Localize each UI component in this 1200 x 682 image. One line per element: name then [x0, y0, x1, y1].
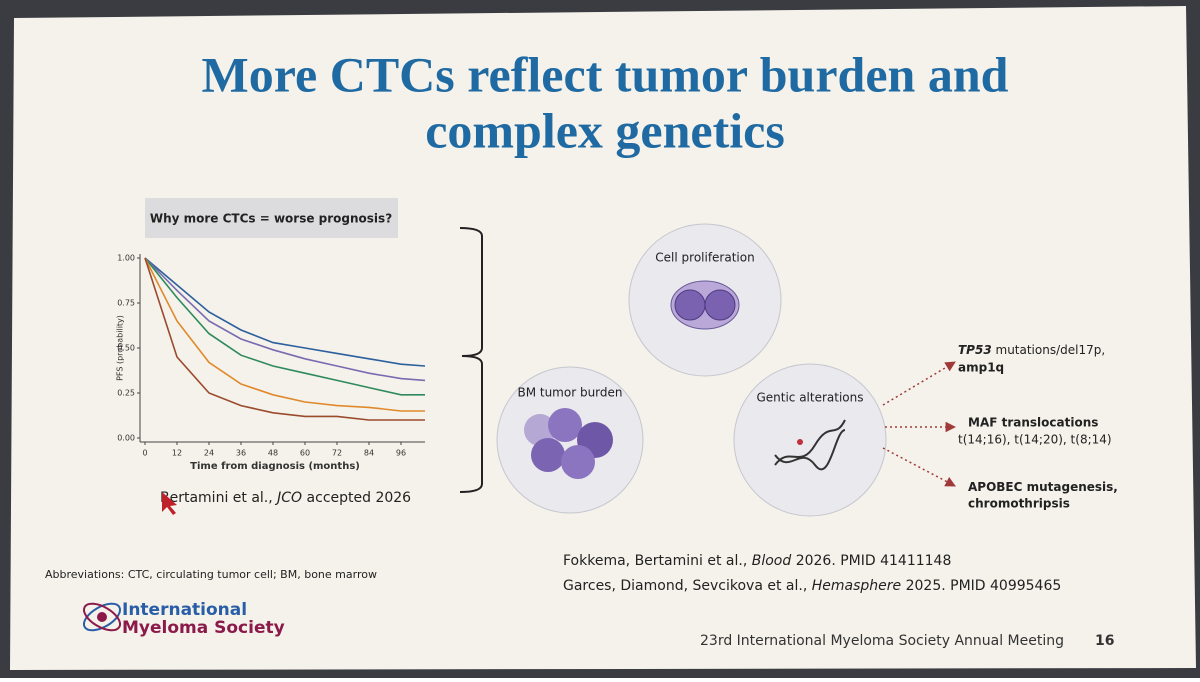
- citation-authors: Bertamini et al.,: [160, 490, 277, 506]
- y-tick-label: 0.50: [117, 344, 135, 353]
- ref-authors: Fokkema, Bertamini et al.,: [563, 553, 752, 569]
- y-axis-label: PFS (probability): [116, 315, 125, 381]
- cell-icon: [561, 445, 595, 479]
- node-burden: BM tumor burden: [496, 366, 644, 514]
- outcome: APOBEC mutagenesis,: [968, 480, 1118, 494]
- x-tick-label: 48: [268, 449, 278, 458]
- title-line: More CTCs reflect tumor burden and: [202, 46, 1009, 102]
- arrow: [882, 447, 956, 487]
- abbreviations: Abbreviations: CTC, circulating tumor ce…: [45, 568, 377, 581]
- x-tick-label: 24: [204, 449, 214, 458]
- gene: TP53: [958, 343, 992, 357]
- outcome: t(14;16), t(14;20), t(8;14): [958, 433, 1112, 447]
- footer: 23rd International Myeloma Society Annua…: [700, 633, 1064, 649]
- outcome-text: APOBEC mutagenesis,: [968, 480, 1118, 494]
- ref-journal: Blood: [752, 553, 792, 569]
- km-chart: 0.00 0.25 0.50 0.75 1.00 0 12 24 36 48 60 72 84 96 Tim…: [116, 254, 426, 472]
- dna-icon: [774, 419, 846, 466]
- cell-icon: [704, 289, 736, 321]
- question-box: [145, 198, 398, 238]
- citation-journal: JCO: [274, 490, 302, 506]
- title-line: complex genetics: [425, 102, 785, 158]
- outcome: chromothripsis: [968, 497, 1070, 511]
- node-circle: [733, 363, 887, 517]
- survival-curve: [144, 257, 426, 382]
- survival-curve: [144, 257, 425, 421]
- x-tick-label: 12: [172, 449, 182, 458]
- node-genetics: Gentic alterations: [733, 363, 887, 517]
- x-tick-label: 84: [364, 449, 374, 458]
- cell-icon: [531, 438, 565, 472]
- y-tick-label: 0.25: [117, 389, 135, 398]
- dna-icon: [797, 439, 803, 445]
- page-number: 16: [1095, 633, 1114, 649]
- logo-ring: [82, 602, 122, 632]
- logo-core: [97, 612, 107, 622]
- arrow: [882, 361, 956, 406]
- reference: Garces, Diamond, Sevcikova et al., Hemas…: [563, 578, 1061, 594]
- x-tick-label: 36: [236, 449, 246, 458]
- survival-curve: [144, 257, 426, 367]
- slide: [10, 6, 1196, 670]
- outcome: MAF translocations: [968, 416, 1098, 430]
- reference: Fokkema, Bertamini et al., Blood 2026. P…: [563, 553, 951, 569]
- survival-curve: [144, 257, 425, 412]
- logo-ring: [82, 602, 122, 632]
- bracket: [459, 227, 483, 493]
- logo: International Myeloma Society: [82, 600, 285, 638]
- outcome: TP53 mutations/del17p,: [958, 343, 1105, 357]
- outcome-text: mutations/del17p,: [992, 343, 1105, 357]
- cursor: [162, 492, 177, 515]
- citation-details: accepted 2026: [302, 490, 411, 506]
- ref-journal: Hemasphere: [812, 578, 901, 594]
- logo-text: Myeloma Society: [122, 618, 285, 638]
- ref-details: 2026. PMID 41411148: [791, 553, 951, 569]
- logo-text: International: [122, 600, 247, 620]
- x-tick-label: 96: [396, 449, 406, 458]
- ref-details: 2025. PMID 40995465: [901, 578, 1061, 594]
- y-tick-label: 0.00: [117, 434, 135, 443]
- x-tick-label: 0: [142, 449, 147, 458]
- node-proliferation: Cell proliferation: [628, 223, 782, 377]
- survival-curve: [144, 257, 425, 396]
- x-axis-label: Time from diagnosis (months): [190, 461, 360, 472]
- x-tick-label: 60: [300, 449, 310, 458]
- question: Why more CTCs = worse prognosis?: [150, 212, 392, 226]
- ref-authors: Garces, Diamond, Sevcikova et al.,: [563, 578, 812, 594]
- citation: Bertamini et al., JCO accepted 2026: [160, 490, 411, 506]
- cell-icon: [548, 408, 582, 442]
- node-label: Gentic alterations: [756, 391, 863, 405]
- node-label: BM tumor burden: [517, 386, 622, 400]
- x-tick-label: 72: [332, 449, 342, 458]
- dna-icon: [774, 429, 846, 471]
- y-tick-label: 1.00: [117, 254, 135, 263]
- outcome: amp1q: [958, 361, 1004, 375]
- y-tick-label: 0.75: [117, 299, 135, 308]
- cell-icon: [674, 289, 706, 321]
- node-label: Cell proliferation: [655, 251, 754, 265]
